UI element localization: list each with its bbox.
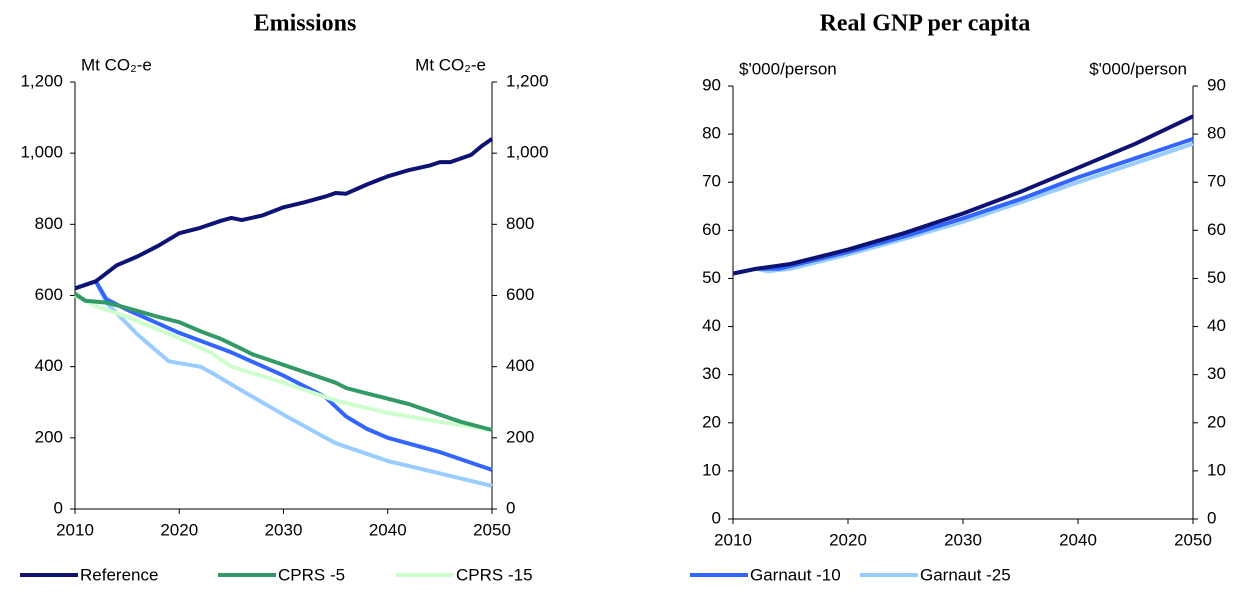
y2-tick-label: 10 (1207, 460, 1226, 479)
series-line (73, 292, 493, 432)
y-tick-label: 80 (702, 124, 721, 143)
y2-tick-label: 0 (506, 498, 515, 517)
y2-tick-label: 90 (1207, 75, 1226, 94)
y-axis-label: $'000/person (739, 59, 837, 78)
chart-title: Emissions (254, 11, 357, 37)
y-tick-label: 60 (702, 220, 721, 239)
legend-label: Garnaut -25 (920, 565, 1011, 584)
y-tick-label: 400 (35, 356, 63, 375)
x-tick-label: 2020 (829, 530, 867, 549)
y2-tick-label: 30 (1207, 364, 1226, 383)
y2-tick-label: 80 (1207, 124, 1226, 143)
legend-label: Garnaut -10 (750, 565, 841, 584)
y-tick-label: 30 (702, 364, 721, 383)
x-tick-label: 2010 (714, 530, 752, 549)
y-tick-label: 10 (702, 460, 721, 479)
y-tick-label: 90 (702, 75, 721, 94)
y-tick-label: 1,200 (20, 71, 63, 90)
y2-tick-label: 600 (506, 285, 534, 304)
y2-tick-label: 200 (506, 427, 534, 446)
y-axis-label: Mt CO₂-e (81, 55, 152, 74)
y-tick-label: 1,000 (20, 143, 63, 162)
series-line (74, 293, 493, 432)
y-tick-label: 40 (702, 316, 721, 335)
y-tick-label: 50 (702, 268, 721, 287)
y2-tick-label: 50 (1207, 268, 1226, 287)
y2-tick-label: 40 (1207, 316, 1226, 335)
y2-axis-label: $'000/person (1089, 59, 1187, 78)
y2-tick-label: 20 (1207, 412, 1226, 431)
x-tick-label: 2040 (1059, 530, 1097, 549)
y-tick-label: 0 (712, 508, 721, 527)
y-tick-label: 200 (35, 427, 63, 446)
y2-tick-label: 0 (1207, 508, 1216, 527)
x-tick-label: 2050 (1174, 530, 1212, 549)
chart-title: Real GNP per capita (820, 11, 1031, 37)
y-tick-label: 0 (54, 498, 63, 517)
y-tick-label: 800 (35, 214, 63, 233)
y-tick-label: 600 (35, 285, 63, 304)
y2-tick-label: 800 (506, 214, 534, 233)
y2-tick-label: 60 (1207, 220, 1226, 239)
series-line (732, 137, 1194, 276)
y2-tick-label: 70 (1207, 172, 1226, 191)
x-tick-label: 2030 (265, 520, 303, 539)
x-tick-label: 2020 (160, 520, 198, 539)
legend-label: CPRS -15 (456, 565, 533, 584)
x-tick-label: 2040 (369, 520, 407, 539)
y-tick-label: 20 (702, 412, 721, 431)
x-tick-label: 2010 (56, 520, 94, 539)
y2-tick-label: 1,000 (506, 143, 549, 162)
legend-label: CPRS -5 (278, 565, 345, 584)
y-tick-label: 70 (702, 172, 721, 191)
series-line (732, 114, 1194, 276)
y2-tick-label: 400 (506, 356, 534, 375)
x-tick-label: 2030 (944, 530, 982, 549)
series-line (74, 279, 493, 472)
x-tick-label: 2050 (473, 520, 511, 539)
series-line (74, 137, 494, 291)
y2-axis-label: Mt CO₂-e (415, 55, 486, 74)
y2-tick-label: 1,200 (506, 71, 549, 90)
legend-label: Reference (80, 565, 158, 584)
